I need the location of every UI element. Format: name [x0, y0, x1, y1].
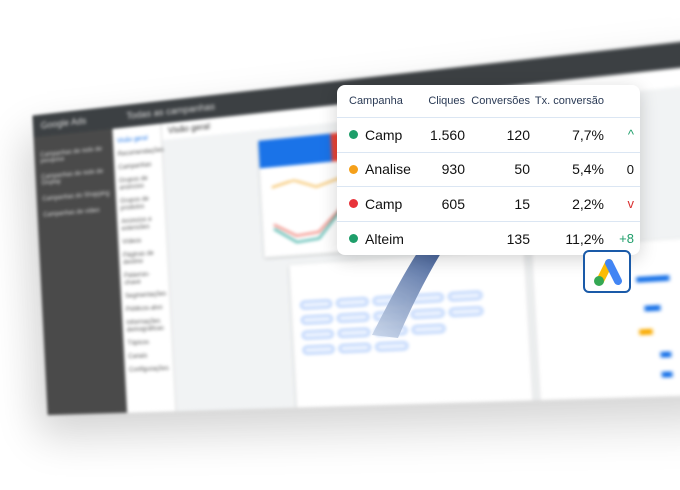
- clicks-cell: 1.560: [429, 126, 465, 143]
- campaign-cell: Camp: [337, 196, 427, 212]
- campaign-name: Camp: [365, 126, 403, 143]
- header-conversoes: Conversões: [471, 95, 530, 107]
- status-dot-icon: [349, 234, 358, 244]
- trend-indicator: +8: [619, 231, 634, 247]
- conversions-cell: 135: [506, 230, 530, 247]
- campaign-table-card: Campanha Cliques Conversões Tx. conversã…: [337, 85, 640, 255]
- campaign-name: Camp: [365, 195, 403, 212]
- campaign-cell: Alteim: [337, 231, 427, 247]
- header-taxa: Tx. conversão: [534, 95, 604, 107]
- google-ads-logo: [583, 250, 631, 293]
- rate-cell: 5,4%: [572, 161, 604, 178]
- table-row[interactable]: Camp 605 15 2,2% v: [337, 187, 640, 222]
- rate-cell: 7,7%: [572, 126, 604, 143]
- table-row[interactable]: Analise 930 50 5,4% 0: [337, 153, 640, 187]
- table-row[interactable]: Camp 1.560 120 7,7% ^: [337, 118, 640, 153]
- clicks-cell: 930: [441, 161, 465, 178]
- conversions-cell: 50: [514, 161, 530, 178]
- rate-cell: 11,2%: [565, 230, 604, 247]
- trend-indicator: ^: [627, 127, 634, 143]
- status-dot-icon: [349, 164, 358, 174]
- clicks-cell: 605: [441, 195, 465, 212]
- status-dot-icon: [349, 130, 358, 140]
- header-cliques: Cliques: [428, 95, 465, 107]
- campaign-cell: Analise: [337, 161, 427, 177]
- rate-cell: 2,2%: [572, 195, 604, 212]
- status-dot-icon: [349, 199, 358, 209]
- header-campanha: Campanha: [349, 95, 403, 107]
- table-header: Campanha Cliques Conversões Tx. conversã…: [337, 85, 640, 118]
- trend-indicator: 0: [626, 161, 634, 177]
- campaign-name: Analise: [365, 161, 411, 178]
- campaign-cell: Camp: [337, 127, 427, 143]
- trend-indicator: v: [627, 196, 635, 212]
- conversions-cell: 120: [506, 126, 530, 143]
- table-row[interactable]: Alteim 135 11,2% +8: [337, 222, 640, 257]
- conversions-cell: 15: [514, 195, 530, 212]
- campaign-name: Alteim: [365, 230, 404, 247]
